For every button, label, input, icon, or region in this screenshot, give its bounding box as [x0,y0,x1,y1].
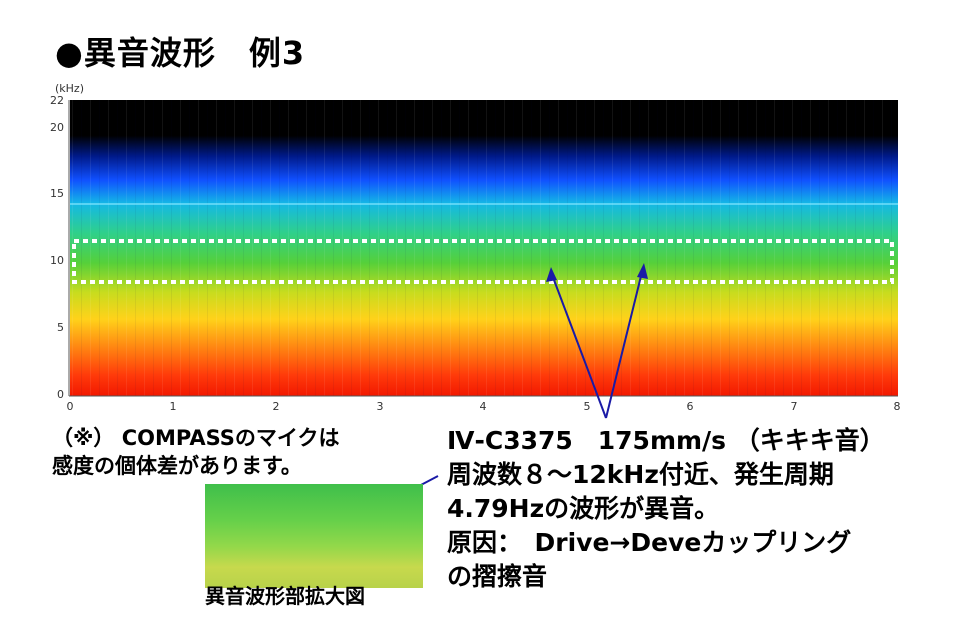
y-tick-0: 0 [57,388,64,401]
x-tick-4: 4 [479,400,487,413]
description-line5: の摺擦音 [447,562,548,591]
mic-note: （※） COMPASSのマイクは 感度の個体差があります。 [52,424,340,480]
description-line2: 周波数８～12kHz付近、発生周期 [447,460,834,489]
arrow-2-head [637,263,648,279]
x-tick-0: 0 [66,400,74,413]
x-tick-2: 2 [272,400,280,413]
y-tick-22: 22 [50,94,64,107]
spectrogram-streaks [70,100,898,396]
y-tick-20: 20 [50,121,64,134]
y-tick-5: 5 [57,321,64,334]
description-line4: 原因： Drive→Deveカップリング [447,528,852,557]
mic-note-line1: （※） COMPASSのマイクは [52,426,340,450]
description-line3: 4.79Hzの波形が異音。 [447,494,720,523]
arrow-1 [550,271,607,419]
x-tick-1: 1 [169,400,177,413]
x-tick-5: 5 [583,400,591,413]
zoomed-waveform-image [205,484,423,588]
arrow-1-head [546,267,557,282]
x-tick-8: 8 [893,400,901,413]
y-tick-10: 10 [50,254,64,267]
description-line1: Ⅳ-C3375 175mm/s （キキキ音） [447,426,885,455]
y-tick-15: 15 [50,187,64,200]
highlight-box [72,239,894,284]
page-title: ●異音波形 例3 [55,34,306,72]
x-tick-6: 6 [686,400,694,413]
y-axis-unit: (kHz) [55,82,84,95]
x-tick-3: 3 [376,400,384,413]
noise-description: Ⅳ-C3375 175mm/s （キキキ音） 周波数８～12kHz付近、発生周期… [447,424,885,594]
arrow-2 [605,267,644,419]
zoom-caption: 異音波形部拡大図 [205,584,365,608]
x-tick-7: 7 [790,400,798,413]
mic-note-line2: 感度の個体差があります。 [52,454,302,478]
